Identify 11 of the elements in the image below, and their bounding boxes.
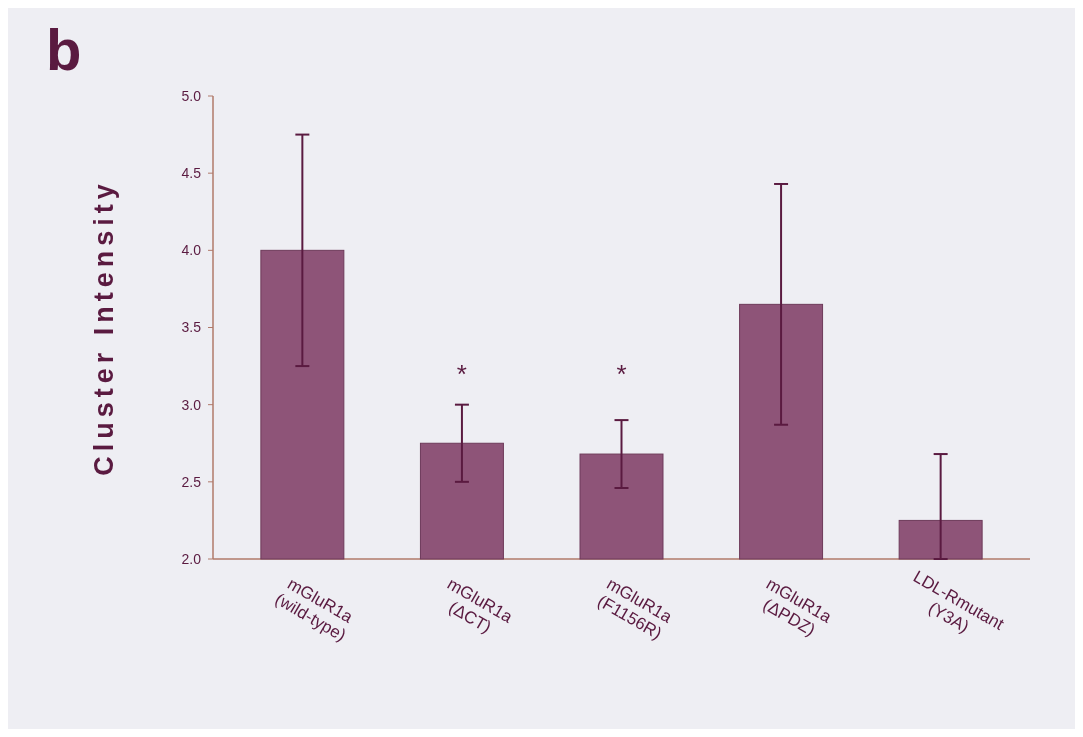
annotation: * (616, 358, 627, 389)
y-tick-label: 3.0 (181, 396, 202, 413)
y-tick-label: 4.5 (181, 165, 202, 182)
y-axis-title: Cluster Intensity (89, 179, 119, 476)
y-tick-label: 2.5 (181, 473, 202, 490)
y-tick-label: 5.0 (181, 87, 202, 104)
y-tick-label: 4.0 (181, 242, 202, 259)
y-tick-label: 3.5 (181, 319, 202, 336)
annotation: * (456, 358, 467, 389)
text: b (46, 17, 82, 82)
y-tick-label: 2.0 (181, 550, 202, 567)
